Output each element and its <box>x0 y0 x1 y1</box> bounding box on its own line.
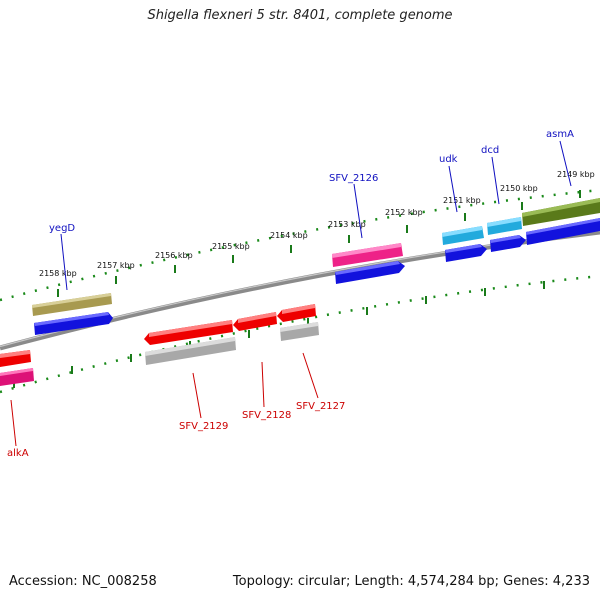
leader-yegD <box>60 233 68 291</box>
leader-SFV_2126 <box>353 183 363 239</box>
map-title: Shigella flexneri 5 str. 8401, complete … <box>147 8 453 23</box>
ruler-label-2153: 2153 kbp <box>328 220 366 229</box>
gene-asmA-shade <box>522 198 600 217</box>
ruler-label-2156: 2156 kbp <box>155 251 193 260</box>
leader-SFV_2128 <box>261 361 265 408</box>
ruler-label-2158: 2158 kbp <box>39 269 77 278</box>
cds-udk-shade <box>445 244 482 253</box>
label-SFV_2127: SFV_2127 <box>296 401 345 412</box>
ruler-label-2154: 2154 kbp <box>270 231 308 240</box>
ruler-label-2150: 2150 kbp <box>500 184 538 193</box>
outer-ruler-ticks <box>57 190 581 297</box>
ruler-label-2151: 2151 kbp <box>443 196 481 205</box>
cds-SFV_2127-shade <box>280 322 318 332</box>
label-yegD: yegD <box>49 223 75 234</box>
gene-SFV_2126-shade <box>332 243 401 258</box>
gene-udk-shade <box>442 226 482 237</box>
cds-asmA-shade <box>526 218 600 235</box>
genome-summary-text: Topology: circular; Length: 4,574,284 bp… <box>232 574 590 589</box>
leader-udk <box>448 165 458 213</box>
cds-SFV_2126[interactable] <box>335 261 405 284</box>
ruler-label-2152: 2152 kbp <box>385 208 423 217</box>
label-dcd: dcd <box>481 145 499 156</box>
cds-SFV_2126-shade <box>335 261 400 275</box>
label-SFV_2128: SFV_2128 <box>242 410 291 421</box>
leader-asmA <box>559 140 572 187</box>
cds-asmA[interactable] <box>526 218 600 245</box>
accession-text: Accession: NC_008258 <box>9 574 157 589</box>
cds-yegD[interactable] <box>34 312 113 335</box>
leader-SFV_2129 <box>192 372 202 419</box>
cds-SFV_2129-shade <box>145 337 235 356</box>
label-alkA: alkA <box>7 448 29 459</box>
gene-alkA-shade <box>0 350 30 358</box>
reverse-features <box>0 304 319 386</box>
label-asmA: asmA <box>546 129 574 140</box>
feature-khaki-yegD-shade <box>32 293 111 308</box>
cds-dcd-shade <box>490 235 521 243</box>
ruler-label-2149: 2149 kbp <box>557 170 595 179</box>
gene-SFV_2129-shade <box>149 320 232 337</box>
gene-dcd-shade <box>487 217 521 227</box>
cds-alkA-shade <box>0 368 33 376</box>
ruler-label-2157: 2157 kbp <box>97 261 135 270</box>
gene-SFV_2128-shade <box>238 312 276 323</box>
leader-dcd <box>491 156 500 205</box>
cds-yegD-shade <box>34 312 109 326</box>
leader-alkA <box>10 399 17 447</box>
label-SFV_2126: SFV_2126 <box>329 173 378 184</box>
gene-SFV_2127-shade <box>282 304 315 314</box>
forward-features <box>32 198 600 335</box>
leader-SFV_2127 <box>302 352 319 399</box>
label-SFV_2129: SFV_2129 <box>179 421 228 432</box>
ruler-label-2155: 2155 kbp <box>212 242 250 251</box>
label-udk: udk <box>439 154 458 165</box>
